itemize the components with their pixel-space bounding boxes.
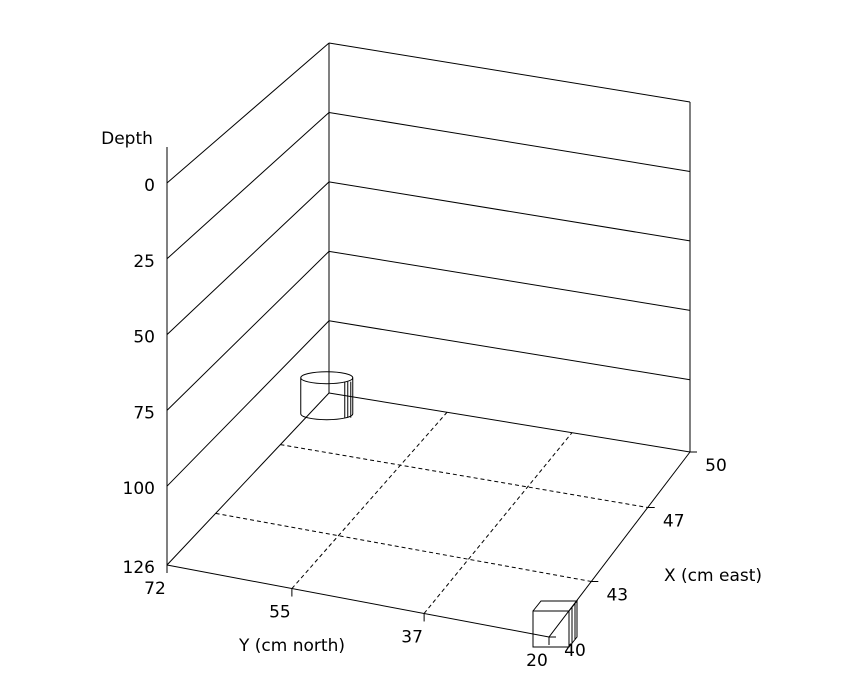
grid-line: [328, 42, 691, 103]
x-axis-title: X (cm east): [664, 566, 762, 586]
grid-line: [328, 181, 691, 242]
grid-line: [280, 444, 648, 508]
x-tick-label: 43: [606, 586, 628, 606]
z-axis-title: Depth: [101, 129, 153, 149]
grid-line: [328, 320, 691, 381]
y-axis-title: Y (cm north): [238, 636, 345, 656]
x-tick-label: 47: [663, 512, 685, 532]
z-tick-label: 25: [133, 252, 155, 272]
z-tick-label: 126: [123, 558, 155, 578]
z-tick-label: 100: [123, 479, 155, 499]
grid-line: [328, 250, 691, 311]
grid-line: [166, 320, 330, 487]
x-tick-label: 40: [564, 641, 586, 661]
y-tick-label: 72: [144, 579, 166, 599]
grid-line: [328, 111, 691, 172]
grid-line: [166, 112, 330, 260]
grid-line: [166, 250, 330, 411]
grid-line: [328, 392, 691, 453]
grid-line: [166, 181, 330, 335]
x-tick-label: 50: [705, 456, 727, 476]
grid-line: [166, 42, 330, 184]
cylinder: [300, 371, 354, 421]
grid-line: [423, 432, 573, 614]
grid-line: [215, 512, 592, 582]
cube: [532, 600, 579, 648]
z-tick-label: 0: [144, 176, 155, 196]
grid-line: [291, 411, 448, 589]
grid-line: [166, 392, 330, 566]
y-tick-label: 37: [401, 627, 423, 647]
z-tick-label: 75: [133, 403, 155, 423]
y-tick-label: 20: [526, 651, 548, 671]
z-tick-label: 50: [133, 328, 155, 348]
y-tick-label: 55: [269, 603, 291, 623]
axis-line: [166, 564, 550, 638]
